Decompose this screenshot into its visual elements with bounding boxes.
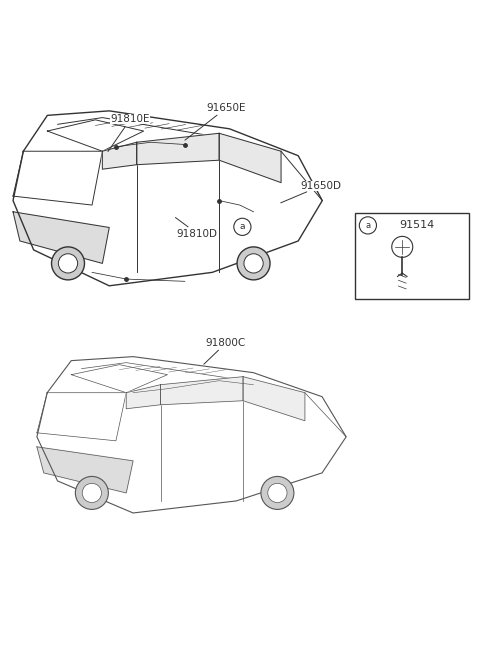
- Circle shape: [51, 247, 84, 280]
- Polygon shape: [219, 133, 281, 182]
- Polygon shape: [161, 377, 243, 405]
- Circle shape: [75, 476, 108, 510]
- Polygon shape: [243, 377, 305, 420]
- Circle shape: [234, 218, 251, 236]
- Circle shape: [268, 483, 287, 502]
- FancyBboxPatch shape: [355, 213, 469, 299]
- Text: a: a: [365, 221, 371, 230]
- Text: 91514: 91514: [399, 220, 434, 230]
- Circle shape: [82, 483, 101, 502]
- Text: 91810E: 91810E: [108, 114, 150, 152]
- Polygon shape: [13, 111, 322, 286]
- Circle shape: [360, 216, 376, 234]
- Text: 91800C: 91800C: [204, 338, 246, 364]
- Text: 91810D: 91810D: [175, 218, 217, 239]
- Circle shape: [244, 254, 263, 273]
- Polygon shape: [37, 447, 133, 493]
- Polygon shape: [137, 133, 219, 165]
- Circle shape: [261, 476, 294, 510]
- Polygon shape: [37, 357, 346, 513]
- Circle shape: [59, 254, 78, 273]
- Text: a: a: [240, 222, 245, 232]
- Polygon shape: [13, 212, 109, 264]
- Text: 91650D: 91650D: [281, 181, 342, 203]
- Circle shape: [237, 247, 270, 280]
- Polygon shape: [102, 142, 137, 169]
- Text: 91650E: 91650E: [185, 104, 245, 140]
- Polygon shape: [126, 384, 161, 409]
